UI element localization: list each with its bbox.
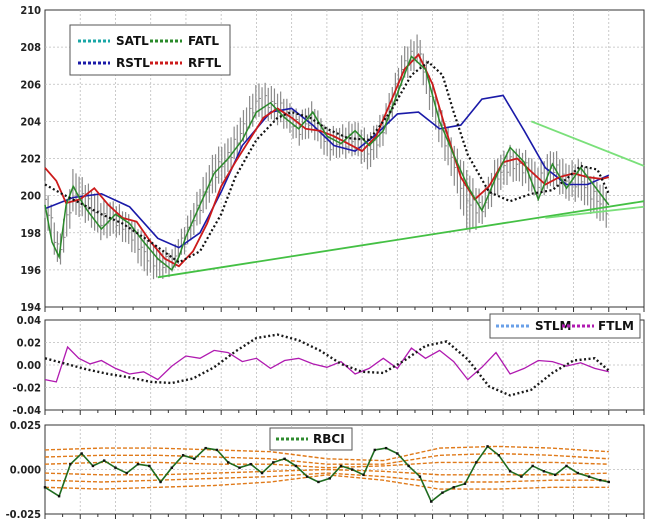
rbci-point <box>317 480 320 484</box>
rbci-point <box>57 495 61 498</box>
series-fatl <box>44 55 610 272</box>
y-tick-label: 0.04 <box>17 314 42 327</box>
rbci-point <box>272 461 275 464</box>
rbci-point <box>215 448 219 452</box>
y-tick-label: -0.02 <box>12 382 41 395</box>
legend-label-satl: SATL <box>116 34 149 48</box>
rbci-point <box>531 464 534 468</box>
y-tick-label: 0.025 <box>10 419 41 432</box>
y-tick-label: -0.025 <box>6 508 42 521</box>
rbci-point <box>193 457 196 461</box>
series-ftlm <box>44 345 609 383</box>
rbci-point <box>441 491 444 494</box>
price-panel: 194 196 198 200 202 204 206 208 210 SATL FATL RSTL R… <box>20 4 645 314</box>
series-rftl <box>44 53 610 268</box>
rbci-point <box>294 464 298 468</box>
rbci-point <box>69 462 72 466</box>
rbci-point <box>463 482 467 485</box>
rbci-point <box>373 448 377 452</box>
rbci-point <box>384 446 388 450</box>
rbci-point <box>227 461 230 464</box>
rbci-point <box>91 464 95 468</box>
band-upper-inner <box>44 461 609 469</box>
band-upper-mid <box>44 452 609 465</box>
legend-box <box>269 427 353 451</box>
legend: STLM FTLM <box>489 313 641 339</box>
legend-box <box>69 24 231 76</box>
rbci-point <box>565 464 568 468</box>
legend-label-rstl: RSTL <box>116 56 150 70</box>
rbci-point <box>554 473 557 477</box>
y-tick-label: 206 <box>20 78 41 91</box>
trendline <box>157 200 645 279</box>
rbci-point <box>599 478 602 482</box>
legend-label-rftl: RFTL <box>188 56 222 70</box>
rbci-point <box>80 452 83 455</box>
rbci-point <box>497 454 501 457</box>
legend-label-ftlm: FTLM <box>598 319 634 333</box>
y-tick-label: 204 <box>20 115 41 128</box>
rbci-point <box>181 454 185 457</box>
rbci-point <box>238 466 241 469</box>
rbci-point <box>170 466 174 469</box>
rbci-point <box>305 475 309 478</box>
y-tick-label: 202 <box>20 153 41 166</box>
rbci-point <box>102 459 106 462</box>
y-tick-label: 194 <box>20 301 41 314</box>
rbci-point <box>486 445 489 448</box>
rbci-point <box>475 461 478 464</box>
y-tick-label: 208 <box>20 41 41 54</box>
y-tick-label: 198 <box>20 227 41 240</box>
y-tick-label: -0.04 <box>12 404 41 417</box>
rbci-point <box>283 457 286 461</box>
rbci-point <box>407 464 410 468</box>
rbci-point <box>43 486 47 489</box>
trendline <box>545 205 645 219</box>
rbci-panel: -0.025 0.000 0.025 RBCI <box>6 419 645 521</box>
rbci-point <box>351 468 354 471</box>
rbci-point <box>587 475 591 478</box>
rbci-point <box>429 500 433 503</box>
rbci-point <box>260 471 264 475</box>
rbci-point <box>204 446 207 450</box>
rbci-point <box>339 464 343 468</box>
band-lower-inner <box>44 468 609 476</box>
y-tick-label: 0.000 <box>10 464 41 477</box>
band-upper-outer <box>44 445 609 462</box>
series-rstl <box>44 94 610 249</box>
rbci-point <box>328 477 331 480</box>
trendline <box>530 120 645 167</box>
rbci-point <box>148 464 151 468</box>
band-lower-mid <box>44 472 609 483</box>
band-lower-outer <box>44 474 609 490</box>
rbci-point <box>508 470 512 473</box>
rbci-point <box>607 480 610 484</box>
rbci-point <box>362 473 365 477</box>
rbci-point <box>125 471 128 475</box>
rbci-point <box>576 471 579 475</box>
rbci-point <box>114 466 117 469</box>
legend: RBCI <box>269 427 353 451</box>
rbci-point <box>249 462 252 466</box>
legend: SATL FATL RSTL RFTL <box>69 24 231 76</box>
y-tick-label: 0.00 <box>17 359 42 372</box>
rbci-point <box>136 462 140 466</box>
oscillator-panel: -0.04 -0.02 0.00 0.02 0.04 STLM FTLM <box>12 313 645 417</box>
rbci-point <box>396 452 399 455</box>
y-tick-label: 0.02 <box>17 337 42 350</box>
y-tick-label: 196 <box>20 264 41 277</box>
legend-label-rbci: RBCI <box>313 432 345 446</box>
y-tick-label: 200 <box>20 190 41 203</box>
rbci-point <box>542 470 546 473</box>
rbci-point <box>418 475 422 478</box>
rbci-point <box>452 486 455 489</box>
rbci-point <box>159 480 162 484</box>
legend-label-stlm: STLM <box>535 319 571 333</box>
y-tick-label: 210 <box>20 4 41 17</box>
legend-label-fatl: FATL <box>188 34 219 48</box>
rbci-point <box>520 475 523 478</box>
